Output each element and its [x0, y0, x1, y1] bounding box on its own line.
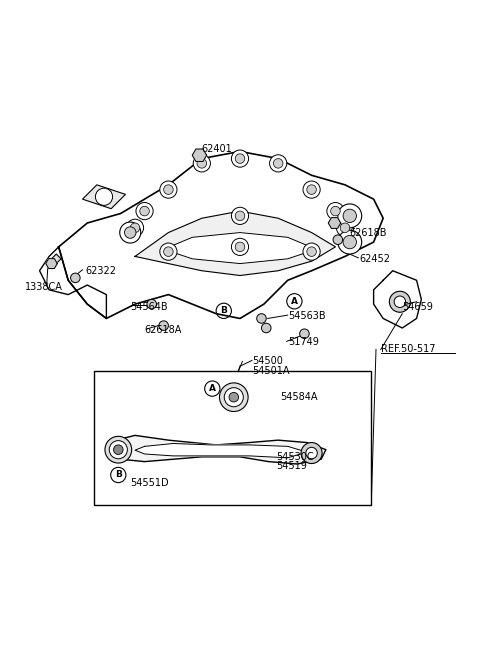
Text: 54564B: 54564B — [130, 302, 168, 312]
Text: 62618A: 62618A — [144, 325, 182, 335]
Circle shape — [140, 206, 149, 216]
Polygon shape — [83, 185, 125, 209]
Circle shape — [193, 155, 210, 172]
Text: 54501A: 54501A — [252, 366, 289, 376]
Polygon shape — [47, 254, 61, 268]
Polygon shape — [135, 211, 336, 276]
Circle shape — [262, 323, 271, 333]
Circle shape — [303, 243, 320, 260]
Circle shape — [338, 204, 362, 228]
Circle shape — [224, 388, 243, 407]
Circle shape — [164, 185, 173, 194]
Text: 62322: 62322 — [85, 266, 116, 276]
Circle shape — [159, 321, 168, 331]
Polygon shape — [107, 436, 326, 464]
Polygon shape — [59, 152, 383, 318]
Text: B: B — [115, 470, 122, 480]
Circle shape — [235, 154, 245, 163]
Circle shape — [231, 150, 249, 167]
Circle shape — [160, 243, 177, 260]
Circle shape — [306, 447, 317, 459]
Polygon shape — [46, 258, 57, 268]
Circle shape — [394, 296, 406, 308]
Text: 62618B: 62618B — [350, 228, 387, 237]
Polygon shape — [328, 218, 341, 228]
Circle shape — [327, 203, 344, 220]
Circle shape — [130, 223, 140, 233]
Text: A: A — [209, 384, 216, 393]
Circle shape — [231, 207, 249, 224]
Text: 54659: 54659 — [402, 302, 433, 312]
Circle shape — [164, 247, 173, 256]
Circle shape — [105, 436, 132, 463]
Circle shape — [229, 392, 239, 402]
Text: A: A — [291, 297, 298, 306]
Polygon shape — [135, 443, 307, 458]
Circle shape — [336, 219, 354, 236]
Text: 54500: 54500 — [252, 356, 283, 367]
Text: 54530C: 54530C — [276, 452, 313, 462]
Text: 51749: 51749 — [288, 337, 319, 347]
Circle shape — [160, 181, 177, 198]
Circle shape — [235, 211, 245, 220]
Circle shape — [343, 209, 357, 222]
Circle shape — [303, 181, 320, 198]
Circle shape — [301, 443, 322, 464]
Circle shape — [147, 299, 156, 309]
Circle shape — [124, 227, 136, 238]
Circle shape — [219, 383, 248, 411]
Circle shape — [257, 314, 266, 323]
Text: 54551D: 54551D — [130, 478, 169, 488]
Circle shape — [300, 329, 309, 338]
Circle shape — [307, 247, 316, 256]
Polygon shape — [192, 149, 206, 161]
Text: 54563B: 54563B — [288, 311, 325, 321]
Text: 62401: 62401 — [202, 144, 233, 154]
Circle shape — [114, 445, 123, 455]
Text: 62452: 62452 — [360, 254, 390, 264]
Text: REF.50-517: REF.50-517 — [381, 344, 435, 354]
Circle shape — [343, 236, 357, 249]
Circle shape — [109, 441, 127, 459]
Circle shape — [136, 203, 153, 220]
Polygon shape — [39, 247, 107, 318]
Circle shape — [389, 291, 410, 312]
Text: 54519: 54519 — [276, 461, 307, 472]
Circle shape — [307, 185, 316, 194]
FancyBboxPatch shape — [95, 371, 371, 504]
Circle shape — [126, 219, 144, 236]
Circle shape — [235, 242, 245, 252]
Circle shape — [96, 188, 113, 205]
Circle shape — [71, 273, 80, 283]
Circle shape — [120, 222, 141, 243]
Circle shape — [197, 159, 206, 168]
Polygon shape — [373, 271, 421, 328]
Text: 1338CA: 1338CA — [25, 283, 63, 293]
Text: B: B — [220, 306, 227, 316]
Circle shape — [270, 155, 287, 172]
Circle shape — [274, 159, 283, 168]
Circle shape — [231, 238, 249, 255]
Text: 54584A: 54584A — [281, 392, 318, 402]
Polygon shape — [164, 233, 316, 264]
Circle shape — [340, 223, 350, 233]
Circle shape — [331, 206, 340, 216]
Circle shape — [333, 235, 343, 245]
Circle shape — [338, 230, 362, 254]
